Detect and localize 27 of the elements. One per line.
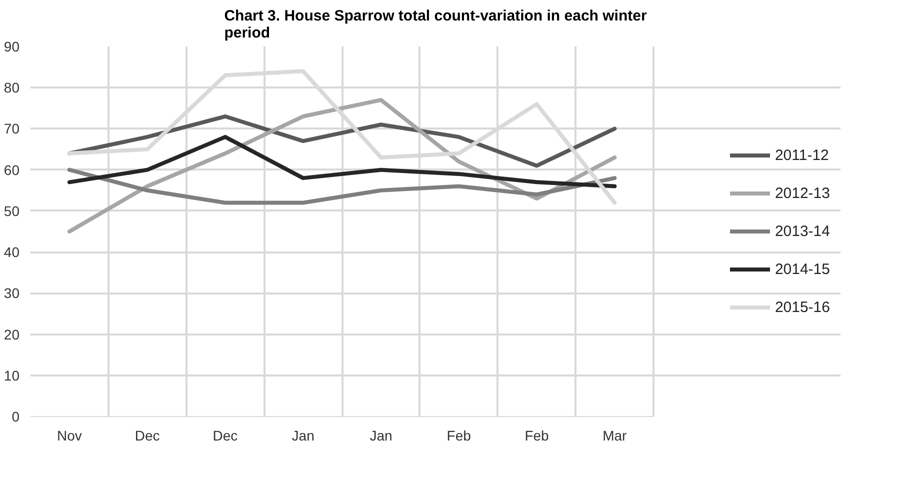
x-tick-label: Mar — [602, 428, 628, 444]
y-tick-label: 70 — [4, 120, 20, 137]
x-tick-label: Feb — [524, 428, 550, 444]
y-tick-label: 80 — [4, 80, 20, 96]
x-tick-label: Feb — [446, 428, 472, 444]
y-tick-label: 0 — [12, 408, 20, 424]
legend-label: 2015-16 — [774, 298, 830, 316]
x-tick-label: Nov — [56, 428, 82, 444]
y-tick-label: 10 — [4, 367, 20, 384]
y-tick-label: 40 — [4, 244, 20, 260]
legend-label: 2013-14 — [774, 222, 830, 240]
line-series — [67, 134, 617, 188]
chart-title: Chart 3. House Sparrow total count-variation in each winter period — [224, 8, 647, 42]
y-tick-label: 50 — [4, 202, 20, 219]
legend-label: 2014-15 — [774, 260, 830, 278]
y-tick-label: 60 — [4, 162, 20, 178]
y-tick-label: 90 — [4, 38, 20, 54]
x-tick-label: Jan — [292, 428, 314, 444]
y-tick-label: 20 — [4, 326, 20, 342]
x-tick-label: Jan — [370, 428, 392, 444]
x-tick-label: Dec — [134, 428, 160, 444]
line-series — [67, 168, 617, 205]
x-tick-label: Dec — [212, 428, 238, 444]
legend-label: 2012-13 — [774, 184, 830, 202]
y-tick-label: 30 — [4, 285, 20, 302]
line-series — [67, 114, 617, 168]
legend-label: 2011-12 — [774, 146, 829, 164]
